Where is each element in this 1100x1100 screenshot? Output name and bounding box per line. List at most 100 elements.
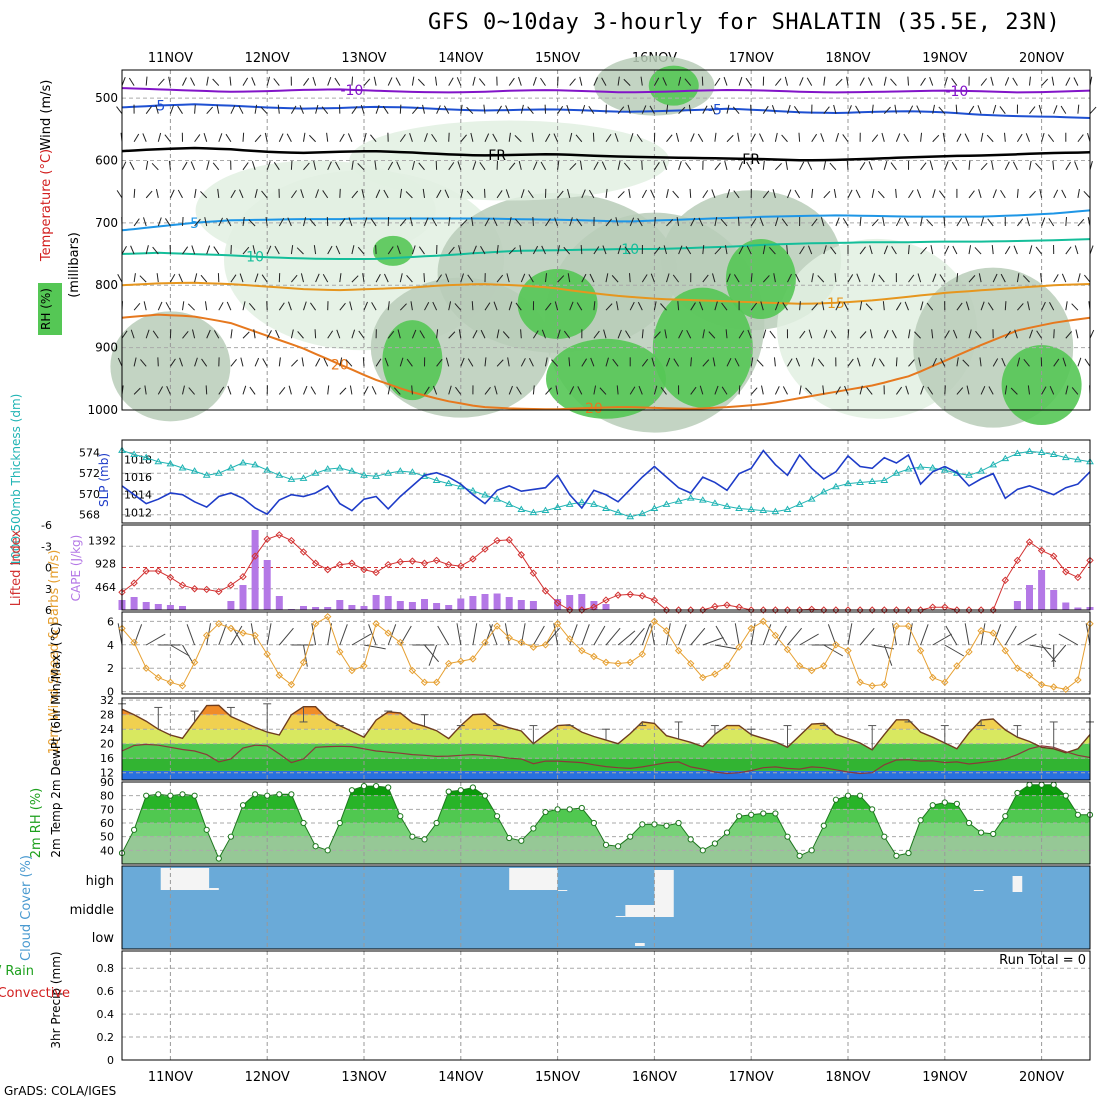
wind-barb <box>1012 161 1018 171</box>
wind-barb <box>424 133 428 142</box>
wind-barb <box>1027 385 1030 395</box>
grads-credit: GrADS: COLA/IGES <box>4 1084 117 1098</box>
wind-barb <box>956 302 963 311</box>
wind-barb <box>436 105 441 114</box>
wind-barb <box>654 246 661 255</box>
wind-barb <box>593 77 599 86</box>
wind-barb <box>844 385 849 395</box>
wind-barb <box>182 77 187 86</box>
thickness-point <box>372 472 380 479</box>
wind-barb <box>370 134 377 143</box>
wind-barb <box>1016 218 1024 227</box>
wind-barb <box>532 385 535 395</box>
top-date-label: 17NOV <box>729 51 774 66</box>
wind-barb <box>746 245 752 255</box>
li-point <box>868 606 876 614</box>
wind-barb <box>992 104 997 114</box>
wind-barb <box>835 132 840 142</box>
wind-barb <box>979 357 982 367</box>
wind-barb <box>315 273 320 283</box>
thickness-point <box>1061 453 1070 461</box>
wind-barb <box>133 387 141 395</box>
li-point <box>565 606 574 614</box>
wind-barb <box>712 273 716 283</box>
cape-bar <box>457 598 465 610</box>
rh-point <box>239 802 247 809</box>
wind-barb <box>291 274 298 283</box>
wind10-point <box>239 629 247 637</box>
wind10-barb <box>545 627 561 646</box>
wind-barb <box>508 162 516 171</box>
wind-barb <box>588 105 595 114</box>
wind-barb <box>605 273 609 283</box>
wind-barb <box>397 329 401 339</box>
wind10-point <box>977 627 985 635</box>
wind-barb <box>746 161 752 171</box>
wind-barb <box>714 132 717 142</box>
wind-barb <box>460 104 463 114</box>
wind-barb <box>484 217 490 227</box>
bottom-date-label: 16NOV <box>632 1070 677 1085</box>
wind-barb <box>820 217 825 227</box>
wind-barb <box>951 78 958 86</box>
wind-barb <box>278 357 281 367</box>
wind-barb <box>637 301 643 311</box>
wind-barb <box>686 329 692 339</box>
li-point <box>832 606 840 614</box>
rh-shading-high <box>725 238 796 319</box>
wind-barb <box>569 301 574 311</box>
cape-bar <box>324 607 332 610</box>
cape-bar <box>1074 607 1082 610</box>
wind-barb <box>213 246 220 255</box>
wind-barb <box>1053 358 1060 367</box>
wind10-barb <box>182 644 194 665</box>
wind10-point <box>396 638 405 647</box>
wind-barb <box>650 273 655 283</box>
wind-barb <box>133 273 136 283</box>
wind-barb <box>895 133 901 142</box>
rh-point <box>941 799 948 806</box>
wind-barb <box>545 133 551 142</box>
li-point <box>227 581 235 589</box>
wind-barb <box>926 302 934 311</box>
wind-barb <box>436 329 439 339</box>
wind-barb <box>926 218 934 227</box>
wind-barb <box>1000 189 1006 199</box>
wind-barb <box>774 217 779 227</box>
isotherm-label: -10 <box>945 84 968 100</box>
rh-shading-high <box>373 235 414 266</box>
thickness-point <box>590 500 598 507</box>
wind-barb <box>321 106 329 114</box>
wind-barb <box>431 217 438 227</box>
wind-barb <box>502 331 510 339</box>
li-point <box>711 602 719 611</box>
wind-barb <box>702 274 709 283</box>
wind-barb <box>895 357 898 367</box>
wind-barb <box>117 273 123 283</box>
wind-barb <box>1053 189 1059 199</box>
wind-barb <box>956 273 959 283</box>
wind-barb <box>745 77 752 86</box>
wind-barb <box>312 76 317 86</box>
li-point <box>348 559 356 567</box>
wind-barb <box>242 77 249 86</box>
wind-barb <box>299 105 304 114</box>
wind-barb <box>569 217 573 227</box>
wind-barb <box>771 105 776 114</box>
wind-barb <box>460 219 468 227</box>
wind-barb <box>649 105 655 114</box>
wind10-barb <box>787 627 803 646</box>
wind-barb <box>188 387 195 395</box>
wind10-barb <box>278 627 294 646</box>
thickness-point <box>166 459 175 467</box>
wind-barb <box>980 132 984 142</box>
wind-barb <box>920 247 927 255</box>
thickness-point <box>275 471 284 478</box>
wind-barb <box>651 357 655 367</box>
cape-bar <box>421 599 428 610</box>
wind-barb <box>823 245 827 255</box>
wind-barb <box>204 217 208 227</box>
wind-barb <box>641 329 644 339</box>
